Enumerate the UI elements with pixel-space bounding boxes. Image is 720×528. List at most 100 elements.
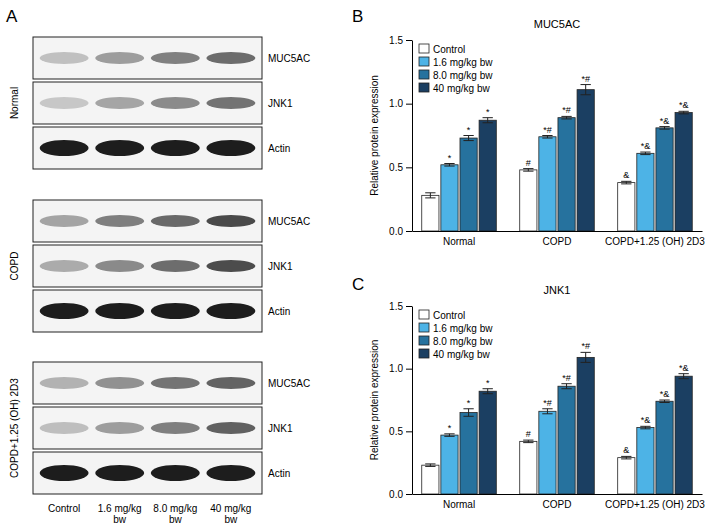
x-tick: COPD — [543, 231, 572, 247]
error-bar — [483, 118, 493, 123]
blot-band — [40, 52, 89, 64]
lane-label-line: 1.6 mg/kg — [98, 503, 142, 514]
legend-label: Control — [433, 44, 465, 55]
bar — [539, 137, 556, 231]
blot-band — [95, 97, 144, 109]
bar — [577, 357, 594, 494]
lane-label-line: 8.0 mg/kg — [153, 503, 197, 514]
x-tick: Normal — [443, 494, 475, 510]
significance-mark: * — [467, 125, 471, 135]
bar — [656, 128, 673, 231]
row-label: JNK1 — [268, 261, 293, 272]
bar — [460, 413, 477, 494]
blot-frame — [33, 452, 262, 494]
group-label: COPD+1.25 (OH) 2D3 — [9, 378, 20, 478]
y-tick-mark — [406, 494, 412, 495]
significance-mark: # — [526, 429, 531, 439]
significance-mark: * — [467, 398, 471, 408]
x-tick-label: COPD+1.25 (OH) 2D3 — [605, 499, 705, 510]
legend-label: 8.0 mg/kg bw — [433, 70, 493, 81]
blot-band — [95, 140, 144, 156]
y-tick-label: 1.0 — [389, 363, 403, 374]
x-axis: NormalCOPDCOPD+1.25 (OH) 2D3 — [413, 494, 706, 510]
y-tick: 0.5 — [389, 426, 412, 437]
significance-mark: *# — [543, 125, 552, 135]
blot-band — [206, 377, 255, 389]
blot-band — [206, 303, 255, 319]
significance-mark: * — [448, 153, 452, 163]
legend: Control1.6 mg/kg bw8.0 mg/kg bw40 mg/kg … — [419, 44, 493, 94]
blot-band — [95, 215, 144, 227]
lane-label-line: 40 mg/kg — [210, 503, 251, 514]
blot-band — [206, 97, 255, 109]
legend-label: 40 mg/kg bw — [433, 83, 490, 94]
error-bar — [542, 136, 552, 139]
y-tick-mark — [406, 104, 412, 105]
bar — [637, 428, 654, 494]
lane-label-line: bw — [113, 514, 127, 525]
blot-frame — [33, 82, 262, 124]
axis-line — [412, 41, 413, 232]
error-bar — [425, 464, 435, 467]
y-tick-mark — [406, 40, 412, 41]
legend-swatch — [419, 57, 429, 66]
error-bar — [621, 181, 631, 184]
panel-label: C — [352, 275, 364, 294]
blot-frame — [33, 245, 262, 287]
x-tick-label: Normal — [443, 499, 475, 510]
blot-band — [40, 465, 89, 481]
x-tick: COPD+1.25 (OH) 2D3 — [605, 231, 705, 247]
blot-frame — [33, 362, 262, 404]
y-tick: 0.0 — [389, 489, 412, 500]
blot-frame — [33, 290, 262, 332]
legend-label: 40 mg/kg bw — [433, 349, 490, 360]
x-axis: NormalCOPDCOPD+1.25 (OH) 2D3 — [413, 231, 706, 247]
row-label: MUC5AC — [268, 53, 310, 64]
significance-mark: & — [623, 170, 629, 180]
y-tick-label: 0.0 — [389, 489, 403, 500]
legend-swatch — [419, 349, 429, 358]
y-tick-label: 0.5 — [389, 426, 403, 437]
blot-band — [206, 422, 255, 434]
blot-band — [151, 52, 200, 64]
error-bar — [659, 400, 669, 403]
error-bar — [640, 426, 650, 429]
y-tick: 0.5 — [389, 162, 412, 173]
significance-mark: *# — [543, 398, 552, 408]
row-label: MUC5AC — [268, 216, 310, 227]
significance-mark: # — [526, 158, 531, 168]
y-axis-title: Relative protein expression — [369, 75, 380, 196]
panel-label: A — [6, 7, 18, 26]
x-tick-label: COPD — [543, 236, 572, 247]
error-bar — [621, 456, 631, 459]
legend-label: 1.6 mg/kg bw — [433, 323, 493, 334]
lane-label-line: bw — [224, 514, 238, 525]
y-tick-mark — [406, 306, 412, 307]
blot-band — [40, 215, 89, 227]
y-tick-mark — [406, 431, 412, 432]
legend-label: Control — [433, 310, 465, 321]
bar — [656, 401, 673, 494]
y-axis: 0.00.51.01.5 — [389, 35, 412, 237]
bar — [460, 138, 477, 231]
bar — [422, 195, 439, 231]
axis-line — [413, 494, 703, 495]
group-label: Normal — [9, 87, 20, 119]
blot-band — [151, 377, 200, 389]
y-tick-mark — [406, 369, 412, 370]
significance-mark: *& — [641, 141, 651, 151]
bar — [539, 411, 556, 494]
error-bar — [444, 164, 454, 167]
significance-mark: * — [486, 107, 490, 117]
error-bar — [581, 352, 591, 362]
lane-label: 8.0 mg/kgbw — [153, 503, 197, 525]
legend-swatch — [419, 83, 429, 92]
error-bar — [523, 440, 533, 443]
error-bar — [678, 374, 688, 379]
bar — [675, 376, 692, 494]
legend-swatch — [419, 310, 429, 319]
blot-band — [40, 97, 89, 109]
lane-label-line: bw — [169, 514, 183, 525]
blot-band — [151, 422, 200, 434]
blot-band — [40, 377, 89, 389]
